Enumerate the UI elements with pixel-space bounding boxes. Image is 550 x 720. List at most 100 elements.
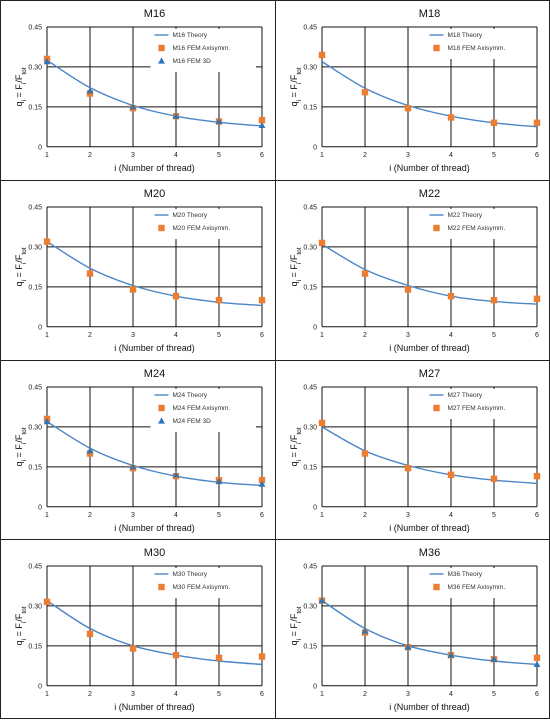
y-tick-label: 0.45 xyxy=(28,25,42,32)
legend-marker-swatch xyxy=(433,404,440,411)
y-axis-label-subscript: tot xyxy=(21,247,28,254)
fem-axisymm-point xyxy=(490,119,498,126)
y-tick-label: 0.30 xyxy=(303,244,317,251)
x-tick-label: 3 xyxy=(406,152,410,159)
chart-svg: M18 1 2 3 4 5 6 0 0.15 0.30 0.45 i (Number of threa… xyxy=(289,8,541,173)
fem-axisymm-point xyxy=(43,598,51,606)
y-axis-label-part: q xyxy=(14,101,24,106)
fem-axisymm-point xyxy=(361,88,369,96)
fem-axisymm-point xyxy=(447,471,455,478)
legend-label: M36 FEM Axisymm. xyxy=(448,584,506,591)
x-tick-label: 4 xyxy=(449,152,453,159)
legend-label: M18 FEM Axisymm. xyxy=(448,45,506,52)
y-axis-label-part: = F xyxy=(289,263,299,279)
x-tick-label: 3 xyxy=(131,691,135,698)
fem-axisymm-point xyxy=(361,270,369,277)
x-axis-label: i (Number of thread) xyxy=(114,702,195,712)
y-tick-label: 0.15 xyxy=(28,284,42,291)
y-axis-label-part: q xyxy=(14,281,24,286)
y-axis-label-subscript: i xyxy=(296,83,303,84)
fem-3d-point xyxy=(258,480,266,487)
y-tick-label: 0.15 xyxy=(28,464,42,471)
y-axis-label-subscript: i xyxy=(296,639,303,640)
chart-panel-m16: M16 1 2 3 4 5 6 0 0.15 0.30 0.45 i (Number of threa… xyxy=(0,0,276,181)
chart-panel-m30: M30 1 2 3 4 5 6 0 0.15 0.30 0.45 i (Number of threa… xyxy=(0,539,276,719)
legend-marker-swatch xyxy=(158,224,165,231)
fem-axisymm-point xyxy=(86,90,94,97)
chart-svg: M16 1 2 3 4 5 6 0 0.15 0.30 0.45 i (Number of threa… xyxy=(14,8,266,173)
fem-axisymm-point xyxy=(129,645,137,652)
x-tick-label: 5 xyxy=(217,691,221,698)
y-tick-label: 0.45 xyxy=(303,384,317,391)
chart-title: M36 xyxy=(419,547,440,559)
fem-3d-point xyxy=(258,121,266,129)
fem-3d-point xyxy=(86,87,94,94)
legend-box xyxy=(425,388,531,419)
chart-svg: M20 1 2 3 4 5 6 0 0.15 0.30 0.45 i (Number of threa… xyxy=(14,188,266,353)
x-tick-label: 6 xyxy=(260,691,264,698)
x-tick-label: 4 xyxy=(174,152,178,159)
y-axis-label-part: = F xyxy=(14,623,24,639)
y-axis-label-part: q xyxy=(14,461,24,466)
x-tick-label: 2 xyxy=(363,511,367,518)
legend-label: M16 FEM Axisymm. xyxy=(173,45,231,52)
y-axis-label-part: q xyxy=(289,281,299,286)
y-tick-label: 0.15 xyxy=(303,644,317,651)
y-axis-label: qi = Fi/Ftot xyxy=(14,67,28,106)
y-axis-label-subscript: i xyxy=(296,459,303,460)
theory-curve xyxy=(46,420,263,486)
y-tick-label: 0.30 xyxy=(303,64,317,71)
legend-marker-swatch xyxy=(158,404,165,411)
y-axis-label: qi = Fi/Ftot xyxy=(14,427,28,466)
y-axis-label-subscript: i xyxy=(21,100,28,101)
legend-marker-swatch xyxy=(433,584,440,591)
chart-svg: M24 1 2 3 4 5 6 0 0.15 0.30 0.45 i (Number of threa… xyxy=(14,368,266,532)
y-axis-label: qi = Fi/Ftot xyxy=(289,606,303,645)
y-tick-label: 0.30 xyxy=(28,244,42,251)
x-tick-label: 4 xyxy=(449,332,453,339)
y-tick-label: 0.15 xyxy=(303,464,317,471)
x-tick-label: 6 xyxy=(260,332,264,339)
chart-title: M27 xyxy=(419,368,440,380)
x-tick-label: 2 xyxy=(88,332,92,339)
legend-label: M24 Theory xyxy=(173,392,208,399)
fem-axisymm-point xyxy=(447,114,455,121)
y-axis-label-subscript: i xyxy=(21,442,28,443)
chart-panel-m22: M22 1 2 3 4 5 6 0 0.15 0.30 0.45 i (Number of threa… xyxy=(275,179,550,361)
chart-svg: M22 1 2 3 4 5 6 0 0.15 0.30 0.45 i (Number of threa… xyxy=(289,188,541,353)
x-tick-label: 6 xyxy=(535,332,539,339)
fem-axisymm-point xyxy=(215,654,223,662)
x-tick-label: 6 xyxy=(535,152,539,159)
legend-box xyxy=(425,29,531,59)
chart-svg: M30 1 2 3 4 5 6 0 0.15 0.30 0.45 i (Number of threa… xyxy=(14,547,266,712)
y-tick-label: 0.15 xyxy=(303,284,317,291)
y-axis-label-subscript: tot xyxy=(296,247,303,254)
x-tick-label: 2 xyxy=(88,511,92,518)
y-tick-label: 0.45 xyxy=(28,564,42,571)
fem-axisymm-point xyxy=(404,286,412,293)
legend-label: M20 FEM Axisymm. xyxy=(173,225,231,232)
x-tick-label: 6 xyxy=(260,511,264,518)
y-tick-label: 0.45 xyxy=(303,204,317,211)
legend-label: M24 FEM 3D xyxy=(173,418,212,425)
legend-box xyxy=(150,208,256,239)
fem-axisymm-point xyxy=(318,51,326,59)
y-axis-label-subscript: i xyxy=(21,280,28,281)
fem-3d-point xyxy=(447,651,455,658)
x-tick-label: 6 xyxy=(535,511,539,518)
theory-curve xyxy=(321,243,538,305)
x-tick-label: 2 xyxy=(363,691,367,698)
x-tick-label: 1 xyxy=(320,152,324,159)
x-tick-label: 5 xyxy=(492,152,496,159)
y-axis-label: qi = Fi/Ftot xyxy=(289,67,303,106)
x-tick-label: 1 xyxy=(320,511,324,518)
y-axis-label-subscript: i xyxy=(21,262,28,263)
y-axis-label-subscript: tot xyxy=(21,67,28,74)
x-tick-label: 5 xyxy=(492,332,496,339)
y-tick-label: 0.15 xyxy=(28,104,42,111)
legend-label: M27 FEM Axisymm. xyxy=(448,405,506,412)
legend-box xyxy=(150,29,256,72)
legend-label: M27 Theory xyxy=(448,392,483,399)
y-tick-label: 0 xyxy=(38,504,42,511)
